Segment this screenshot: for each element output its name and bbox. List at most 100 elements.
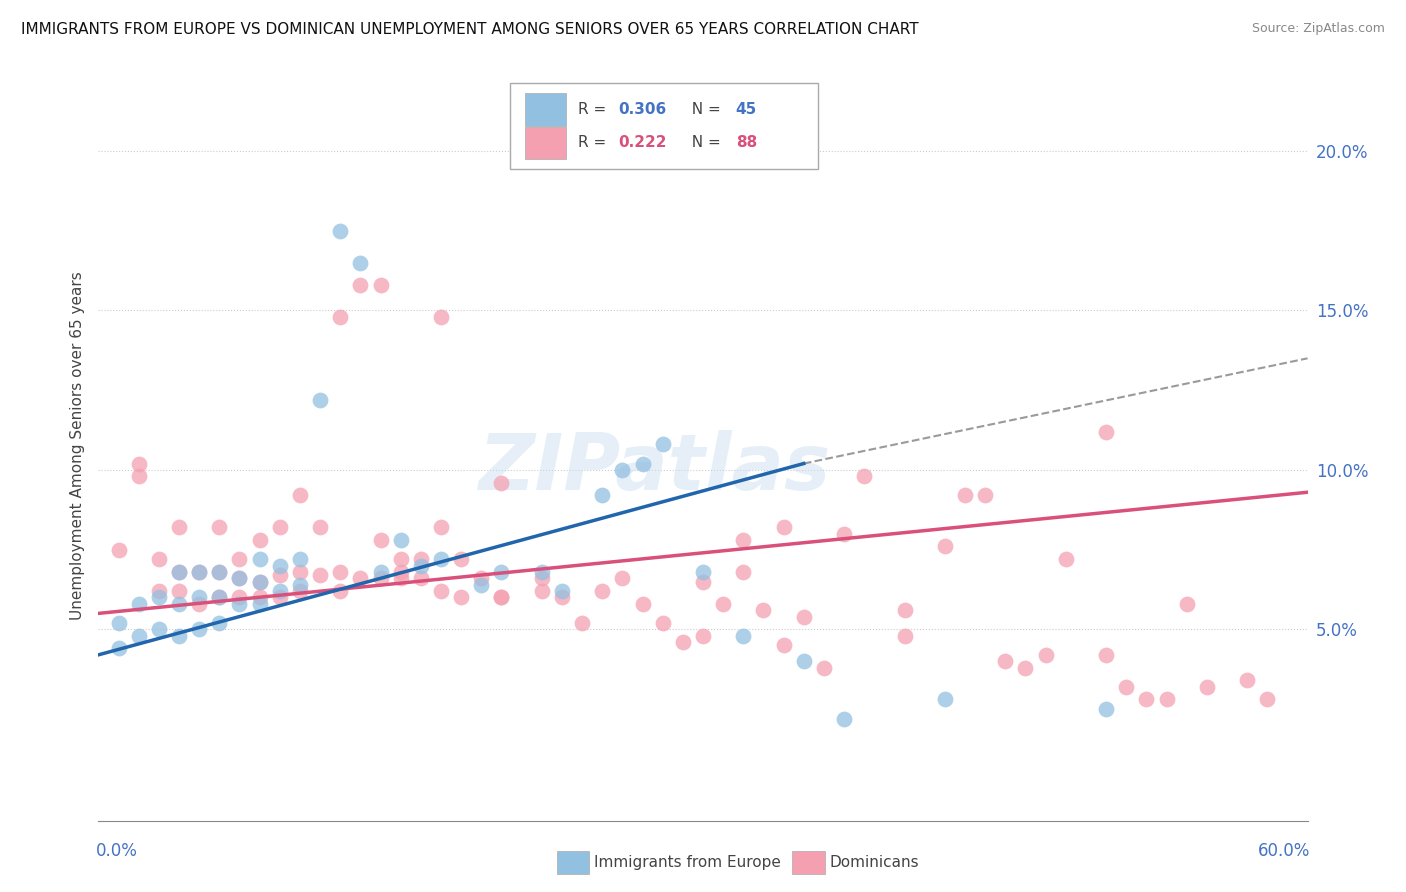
Point — [631, 457, 654, 471]
Point — [491, 475, 513, 490]
Point — [409, 558, 432, 573]
Point — [1135, 692, 1157, 706]
Point — [389, 565, 412, 579]
Point — [228, 571, 250, 585]
Point — [249, 574, 271, 589]
Point — [128, 457, 150, 471]
Point — [430, 584, 453, 599]
Text: 0.306: 0.306 — [619, 103, 666, 118]
Point — [1054, 552, 1077, 566]
Point — [208, 565, 231, 579]
Point — [208, 615, 231, 630]
Point — [1236, 673, 1258, 688]
Point — [148, 623, 170, 637]
Point — [1195, 680, 1218, 694]
Point — [551, 591, 574, 605]
Point — [128, 629, 150, 643]
Point — [249, 574, 271, 589]
Point — [793, 654, 815, 668]
Point — [793, 609, 815, 624]
FancyBboxPatch shape — [526, 127, 567, 160]
Point — [409, 571, 432, 585]
Point — [733, 533, 755, 547]
Text: 0.0%: 0.0% — [96, 842, 138, 860]
Point — [107, 542, 129, 557]
Point — [692, 565, 714, 579]
Point — [571, 615, 593, 630]
Point — [491, 591, 513, 605]
Point — [167, 629, 190, 643]
Point — [208, 520, 231, 534]
Point — [208, 591, 231, 605]
Point — [733, 565, 755, 579]
Point — [288, 488, 311, 502]
Point — [711, 597, 734, 611]
Point — [288, 565, 311, 579]
Point — [409, 552, 432, 566]
Point — [813, 660, 835, 674]
Point — [953, 488, 976, 502]
Point — [994, 654, 1017, 668]
Point — [591, 584, 613, 599]
Point — [249, 597, 271, 611]
Text: 88: 88 — [735, 136, 756, 151]
Point — [530, 571, 553, 585]
Point — [470, 577, 492, 591]
Point — [530, 584, 553, 599]
Point — [107, 615, 129, 630]
Point — [188, 623, 211, 637]
Point — [249, 533, 271, 547]
Point — [1115, 680, 1137, 694]
Point — [228, 571, 250, 585]
Point — [631, 597, 654, 611]
Point — [692, 574, 714, 589]
FancyBboxPatch shape — [509, 83, 818, 169]
Point — [934, 692, 956, 706]
Point — [148, 591, 170, 605]
Point — [491, 565, 513, 579]
Point — [188, 591, 211, 605]
Point — [1256, 692, 1278, 706]
Point — [1095, 702, 1118, 716]
Text: 45: 45 — [735, 103, 756, 118]
Point — [329, 584, 352, 599]
Text: R =: R = — [578, 103, 612, 118]
Point — [167, 584, 190, 599]
Point — [832, 712, 855, 726]
Point — [269, 584, 291, 599]
Point — [167, 520, 190, 534]
Point — [329, 310, 352, 324]
Point — [733, 629, 755, 643]
Point — [832, 526, 855, 541]
Point — [269, 568, 291, 582]
Point — [389, 533, 412, 547]
Point — [772, 520, 794, 534]
Point — [772, 638, 794, 652]
Point — [269, 558, 291, 573]
Point — [491, 591, 513, 605]
Point — [1175, 597, 1198, 611]
Point — [974, 488, 997, 502]
Point — [167, 565, 190, 579]
Point — [672, 635, 695, 649]
Point — [430, 520, 453, 534]
Point — [329, 224, 352, 238]
Point — [752, 603, 775, 617]
Point — [329, 565, 352, 579]
Text: Source: ZipAtlas.com: Source: ZipAtlas.com — [1251, 22, 1385, 36]
Point — [853, 469, 876, 483]
Point — [309, 392, 332, 407]
Point — [389, 552, 412, 566]
Point — [309, 520, 332, 534]
Point — [893, 629, 915, 643]
Point — [288, 577, 311, 591]
Point — [430, 310, 453, 324]
Point — [188, 597, 211, 611]
Point — [249, 552, 271, 566]
Point — [188, 565, 211, 579]
Point — [612, 463, 634, 477]
Point — [470, 571, 492, 585]
Point — [249, 591, 271, 605]
Point — [1095, 648, 1118, 662]
Point — [692, 629, 714, 643]
